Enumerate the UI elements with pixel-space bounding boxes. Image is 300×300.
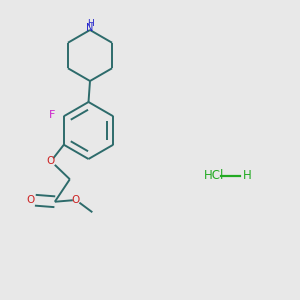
- Text: O: O: [72, 195, 80, 205]
- Text: O: O: [27, 195, 35, 205]
- Text: H: H: [243, 169, 252, 182]
- Text: F: F: [49, 110, 56, 120]
- Text: N: N: [86, 22, 94, 33]
- Text: HCl: HCl: [204, 169, 224, 182]
- Text: H: H: [87, 19, 93, 28]
- Text: O: O: [46, 156, 54, 166]
